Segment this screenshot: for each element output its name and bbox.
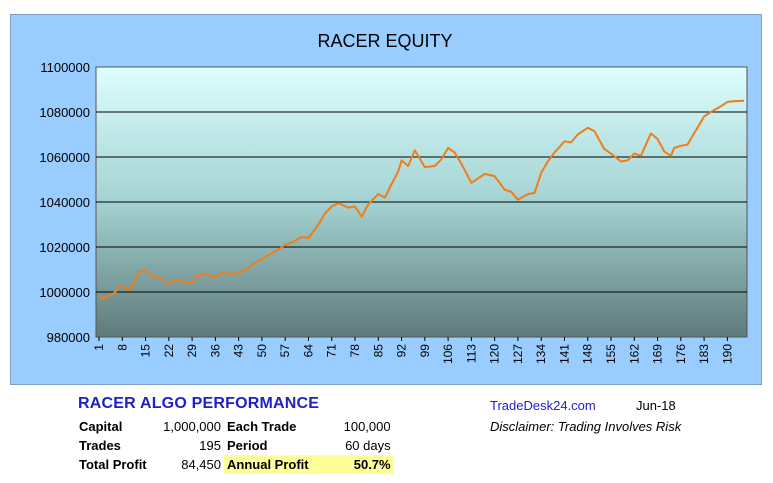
- x-tick-label: 120: [488, 344, 502, 364]
- equity-chart: RACER EQUITY 980000 1000000 1020000 1040000…: [39, 31, 748, 364]
- grid-lines: [96, 111, 747, 293]
- x-tick-label: 15: [139, 344, 153, 358]
- x-tick-label: 113: [464, 344, 478, 363]
- total-profit-label: Total Profit: [79, 457, 147, 472]
- equity-series: [98, 99, 745, 300]
- chart-title: RACER EQUITY: [317, 31, 452, 51]
- period-label: Period: [227, 438, 268, 453]
- x-tick-label: 127: [511, 344, 525, 364]
- table-row: Total Profit 84,450 Annual Profit 50.7%: [76, 455, 394, 474]
- x-tick-label: 85: [371, 344, 385, 358]
- x-tick-label: 64: [301, 344, 315, 358]
- trades-label: Trades: [79, 438, 121, 453]
- x-tick-label: 1: [92, 344, 106, 351]
- y-tick-label: 1040000: [39, 195, 90, 210]
- x-tick-label: 148: [581, 344, 595, 364]
- y-tick-label: 1080000: [39, 105, 90, 120]
- report-date: Jun-18: [636, 398, 676, 413]
- disclaimer-text: Disclaimer: Trading Involves Risk: [490, 419, 682, 434]
- x-tick-label: 141: [557, 344, 571, 364]
- site-link[interactable]: TradeDesk24.com: [490, 398, 596, 413]
- y-axis-ticks: 980000 1000000 1020000 1040000 1060000 108000…: [39, 60, 90, 345]
- x-tick-label: 162: [627, 344, 641, 364]
- x-tick-label: 50: [255, 344, 269, 358]
- y-tick-label: 1060000: [39, 150, 90, 165]
- x-tick-label: 57: [278, 344, 292, 358]
- period-value: 60 days: [345, 438, 391, 453]
- each-trade-value: 100,000: [343, 419, 391, 434]
- x-tick-label: 92: [395, 344, 409, 358]
- annual-profit-label: Annual Profit: [224, 455, 312, 474]
- annual-profit-value: 50.7%: [311, 455, 394, 474]
- capital-label: Capital: [79, 419, 123, 434]
- x-tick-label: 99: [418, 344, 432, 358]
- x-tick-label: 71: [325, 344, 339, 358]
- x-tick-label: 22: [162, 344, 176, 358]
- table-row: Trades 195 Period 60 days: [76, 436, 394, 455]
- table-row: Capital 1,000,000 Each Trade 100,000: [76, 417, 394, 436]
- x-tick-label: 43: [232, 344, 246, 358]
- performance-title: RACER ALGO PERFORMANCE: [78, 395, 320, 412]
- y-tick-label: 1020000: [39, 240, 90, 255]
- x-tick-label: 29: [185, 344, 199, 358]
- each-trade-label: Each Trade: [227, 419, 297, 434]
- performance-panel: RACER ALGO PERFORMANCE Capital 1,000,000…: [76, 395, 406, 474]
- chart-area: RACER EQUITY 980000 1000000 1020000 1040000…: [10, 14, 762, 385]
- y-tick-label: 1000000: [39, 285, 90, 300]
- x-tick-label: 169: [651, 344, 665, 364]
- x-tick-label: 155: [604, 344, 618, 364]
- equity-line: [98, 99, 745, 300]
- x-tick-label: 190: [720, 344, 734, 364]
- capital-value: 1,000,000: [163, 419, 221, 434]
- performance-table: Capital 1,000,000 Each Trade 100,000 Tra…: [76, 417, 394, 474]
- y-tick-label: 980000: [47, 330, 90, 345]
- x-tick-label: 176: [674, 344, 688, 364]
- x-tick-label: 134: [534, 344, 548, 364]
- trades-value: 195: [199, 438, 221, 453]
- x-tick-label: 78: [348, 344, 362, 358]
- x-tick-label: 106: [441, 344, 455, 364]
- y-tick-label: 1100000: [40, 60, 90, 75]
- x-tick-label: 36: [208, 344, 222, 358]
- x-axis-ticks: 1 8 15 22 29 36 43 50 57 64 71 78 85 92 99 106 113 120 127…: [92, 337, 734, 364]
- x-tick-label: 183: [697, 344, 711, 364]
- x-tick-label: 8: [115, 344, 129, 351]
- total-profit-value: 84,450: [181, 457, 221, 472]
